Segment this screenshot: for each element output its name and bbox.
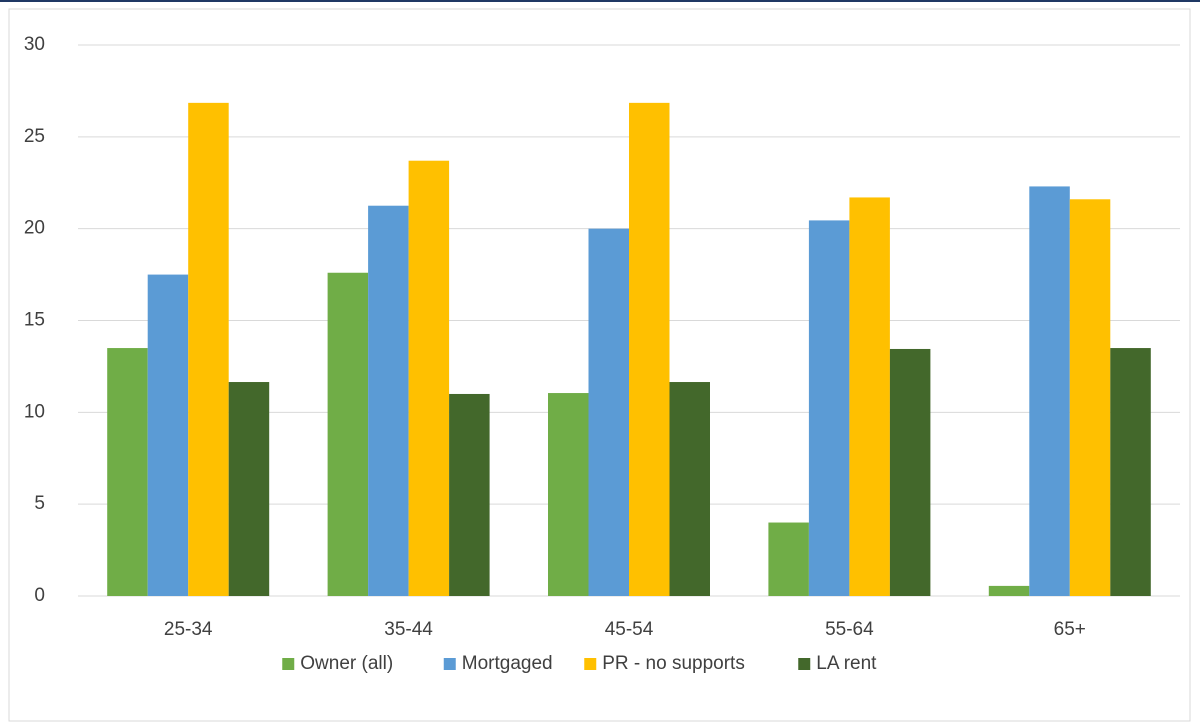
legend-swatch [443, 658, 456, 670]
bar [408, 160, 450, 596]
bar [327, 272, 369, 596]
bar [1110, 348, 1151, 596]
bar [588, 228, 629, 596]
bar [368, 205, 409, 597]
top-border [0, 0, 1200, 2]
bar [147, 274, 189, 596]
bar [188, 102, 229, 596]
bar [669, 382, 710, 596]
legend-label: Mortgaged [462, 653, 553, 674]
bar [1029, 186, 1070, 596]
bar [449, 393, 490, 596]
legend-swatch [584, 658, 597, 670]
x-tick-label: 25-34 [164, 619, 213, 640]
y-tick-label: 20 [24, 218, 45, 239]
bar [768, 522, 809, 596]
legend-label: PR - no supports [602, 653, 745, 674]
x-tick-label: 55-64 [825, 619, 874, 640]
bar [849, 197, 890, 596]
y-tick-label: 25 [24, 126, 45, 147]
bar [808, 220, 850, 596]
bar [889, 348, 931, 596]
x-tick-label: 35-44 [384, 619, 433, 640]
y-tick-label: 30 [24, 34, 45, 55]
chart-frame [8, 8, 1191, 722]
legend-swatch [798, 658, 811, 670]
bar [548, 393, 589, 596]
legend-swatch [282, 658, 295, 670]
bar [988, 585, 1030, 596]
y-tick-label: 0 [34, 585, 45, 606]
bar [1069, 199, 1111, 596]
legend-label: Owner (all) [300, 653, 393, 674]
x-tick-label: 65+ [1054, 619, 1086, 640]
x-tick-label: 45-54 [605, 619, 654, 640]
legend-label: LA rent [816, 653, 877, 674]
bar [228, 382, 270, 596]
bar [629, 102, 670, 596]
y-tick-label: 5 [34, 493, 45, 514]
y-tick-label: 10 [24, 401, 45, 422]
y-tick-label: 15 [24, 310, 45, 331]
bar [107, 348, 148, 596]
